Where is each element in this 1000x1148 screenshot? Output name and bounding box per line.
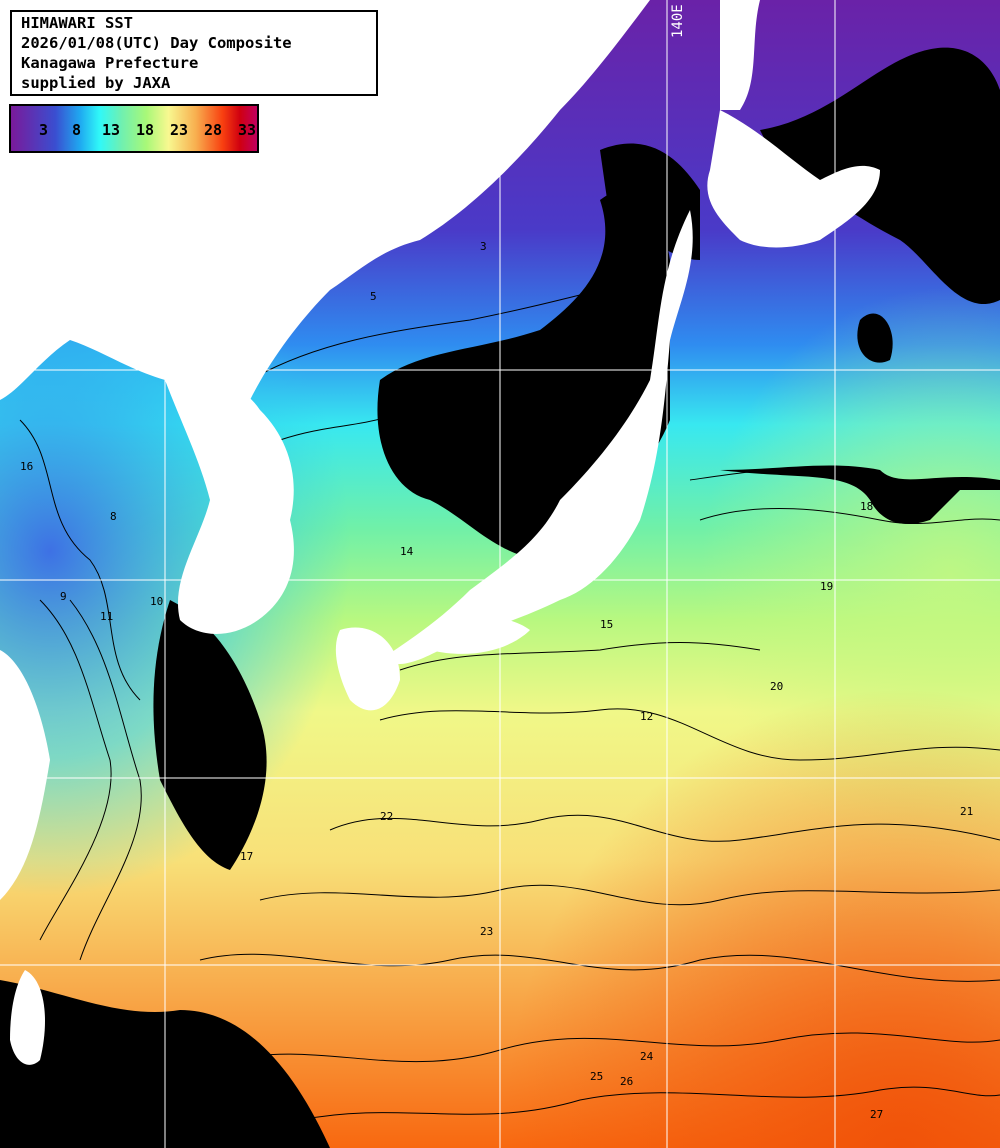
contour-label: 14	[400, 545, 414, 558]
isotherm-line	[249, 289, 601, 381]
land-hokkaido	[707, 110, 880, 248]
isotherm-line	[399, 642, 761, 671]
isotherm-line	[259, 884, 1000, 906]
contour-label: 10	[150, 595, 163, 608]
land-masses	[0, 0, 880, 1065]
contour-label: 8	[110, 510, 117, 523]
land-korea	[165, 376, 294, 634]
land-china-coast	[0, 650, 50, 900]
contour-label: 15	[600, 618, 613, 631]
isotherm-line	[329, 814, 1000, 842]
contour-label: 5	[370, 290, 377, 303]
contour-label: 21	[960, 805, 973, 818]
info-box: HIMAWARI SST 2026/01/08(UTC) Day Composi…	[10, 10, 378, 96]
isotherm-line	[229, 1032, 1000, 1063]
product-title: HIMAWARI SST	[21, 14, 133, 32]
temperature-colorbar: 3 8 13 18 23 28 33	[9, 104, 259, 153]
cloud-area	[600, 143, 700, 260]
contour-label: 12	[640, 710, 653, 723]
contour-label: 20	[770, 680, 783, 693]
land-tsushima	[398, 129, 424, 161]
cloud-area	[857, 313, 893, 363]
contour-label: 26	[620, 1075, 633, 1088]
cloud-area	[760, 47, 1000, 305]
colorbar-label: 18	[136, 121, 155, 139]
longitude-label-140e: 140E	[670, 4, 686, 38]
date-composite: 2026/01/08(UTC) Day Composite	[21, 34, 292, 52]
publisher: Kanagawa Prefecture	[21, 54, 199, 72]
latitude-label-30n: 30N	[2, 760, 28, 776]
isotherm-line	[699, 507, 1000, 525]
colorbar-label: 13	[102, 121, 121, 139]
contour-label: 3	[480, 240, 487, 253]
contour-label: 25	[590, 1070, 603, 1083]
land-sakhalin-kurils	[720, 0, 760, 110]
land-honshu	[380, 210, 693, 665]
contour-label: 11	[100, 610, 113, 623]
isotherm-line	[39, 599, 112, 941]
cloud-area	[153, 600, 267, 870]
colorbar-label: 8	[72, 121, 82, 139]
contour-label: 24	[640, 1050, 654, 1063]
land-kyushu	[335, 627, 400, 711]
land-shikoku	[430, 616, 530, 654]
contour-label: 19	[820, 580, 833, 593]
latitude-label-40n: 40N	[2, 351, 28, 367]
contour-label: 17	[240, 850, 253, 863]
contour-label: 23	[480, 925, 493, 938]
land-asia-mainland	[0, 0, 650, 400]
contour-label: 18	[860, 500, 873, 513]
isotherm-line	[19, 419, 141, 701]
contour-label: 9	[60, 590, 67, 603]
contour-label: 27	[870, 1108, 883, 1121]
contour-label: 22	[380, 810, 393, 823]
colorbar-label: 3	[39, 121, 49, 139]
colorbar-label: 23	[170, 121, 189, 139]
cloud-area	[720, 465, 1000, 524]
colorbar-label: 28	[204, 121, 223, 139]
contour-labels: 3 5 8 9 10 11 12 14 15 16 17 18 19 20 21 22 23 24 25 26 27	[20, 240, 973, 1121]
data-source: supplied by JAXA	[21, 74, 171, 92]
isotherm-line	[299, 1086, 1000, 1121]
isotherm-line	[69, 599, 142, 961]
contour-label: 16	[20, 460, 33, 473]
colorbar-label: 33	[238, 121, 257, 139]
isotherm-line	[379, 708, 1000, 761]
land-taiwan	[10, 970, 45, 1065]
